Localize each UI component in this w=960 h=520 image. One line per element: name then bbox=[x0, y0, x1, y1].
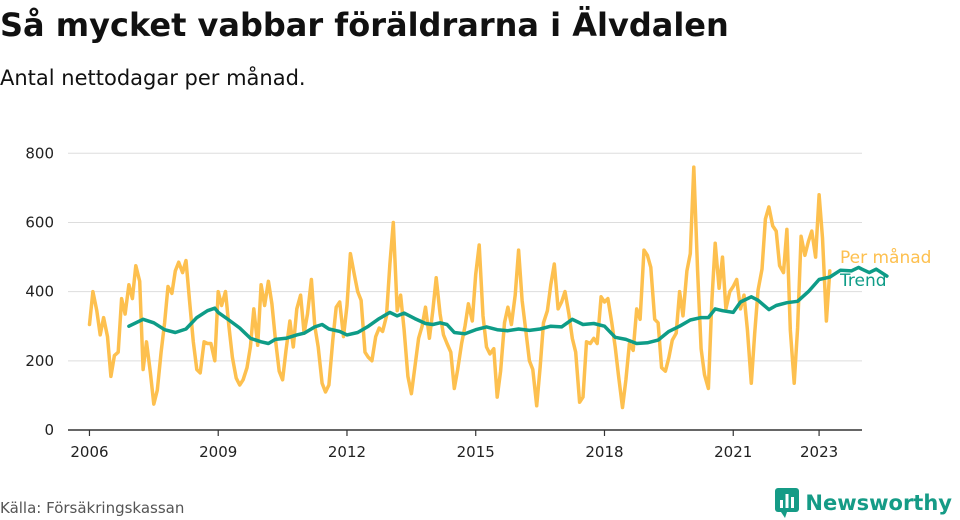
series-line-trend bbox=[127, 265, 889, 346]
chart-series bbox=[87, 165, 889, 410]
series-line-per-manad bbox=[87, 165, 832, 410]
x-tick-label: 2006 bbox=[70, 443, 108, 461]
legend-label-trend: Trend bbox=[839, 271, 887, 291]
chart-subtitle: Antal nettodagar per månad. bbox=[0, 66, 306, 90]
y-tick-label: 400 bbox=[25, 283, 54, 301]
chart-title: Så mycket vabbar föräldrarna i Älvdalen bbox=[0, 6, 729, 44]
source-note: Källa: Försäkringskassan bbox=[0, 499, 185, 517]
y-tick-label: 0 bbox=[44, 421, 54, 439]
x-tick-label: 2021 bbox=[714, 443, 752, 461]
brand-logo: Newsworthy bbox=[775, 488, 952, 518]
axes: 0 200 400 600 800 2006 2009 2012 2015 2018 2021 202… bbox=[25, 144, 862, 461]
y-tick-label: 200 bbox=[25, 352, 54, 370]
y-tick-label: 800 bbox=[25, 144, 54, 162]
chart-legend: Per månad Trend bbox=[839, 247, 931, 291]
bar-chart-logo-icon bbox=[775, 488, 800, 518]
brand-name: Newsworthy bbox=[805, 491, 952, 515]
x-tick-label: 2018 bbox=[585, 443, 623, 461]
x-tick-label: 2012 bbox=[328, 443, 366, 461]
x-tick-label: 2009 bbox=[199, 443, 237, 461]
legend-label-per-manad: Per månad bbox=[840, 247, 931, 268]
y-tick-label: 600 bbox=[25, 213, 54, 231]
x-tick-label: 2015 bbox=[457, 443, 495, 461]
x-tick-label: 2023 bbox=[800, 443, 838, 461]
